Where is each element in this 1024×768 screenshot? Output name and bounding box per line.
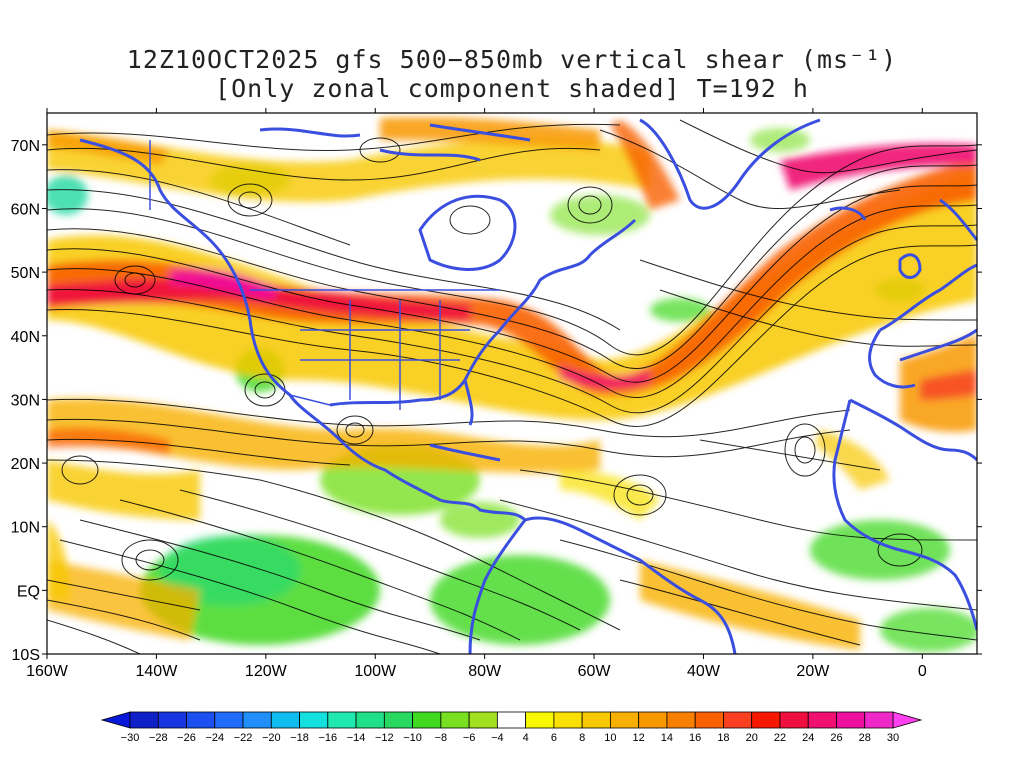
coastlines xyxy=(79,118,977,654)
colorbar-swatch xyxy=(129,711,159,729)
lat-tick-label: 10N xyxy=(11,520,40,537)
colorbar-level-label: 8 xyxy=(579,732,585,744)
colorbar-swatch xyxy=(496,711,527,729)
lat-tick-label: 70N xyxy=(11,138,40,155)
colorbar-swatch xyxy=(214,711,244,729)
colorbar-swatch xyxy=(836,711,866,729)
colorbar-swatch xyxy=(355,711,385,729)
colorbar-level-label: 10 xyxy=(604,732,616,744)
latitude-axis: 70N 60N 50N 40N 30N 20N 10N EQ 10S xyxy=(11,138,982,664)
lon-tick-label: 140W xyxy=(136,663,179,680)
lon-tick-label: 160W xyxy=(26,663,69,680)
colorbar-level-label: −30 xyxy=(121,732,140,744)
colorbar-swatch xyxy=(638,711,668,729)
political-borders xyxy=(149,140,500,410)
lon-tick-label: 80W xyxy=(468,663,502,680)
colorbar-level-label: −28 xyxy=(149,732,168,744)
colorbar-swatch xyxy=(186,711,216,729)
colorbar-swatch xyxy=(468,711,498,729)
colorbar-swatch xyxy=(581,711,611,729)
lon-tick-label: 120W xyxy=(245,663,288,680)
map-title-line2: [Only zonal component shaded] T=192 h xyxy=(215,74,809,103)
colorbar-swatch xyxy=(807,711,837,729)
lat-tick-label: 20N xyxy=(11,456,40,473)
colorbar-swatch xyxy=(610,711,640,729)
colorbar-level-label: −22 xyxy=(234,732,253,744)
lat-tick-label: 60N xyxy=(11,201,40,218)
colorbar-level-label: 12 xyxy=(633,732,645,744)
colorbar-over-arrow xyxy=(892,711,923,729)
colorbar-level-label: −14 xyxy=(347,732,366,744)
colorbar-level-label: 26 xyxy=(830,732,842,744)
colorbar-swatch xyxy=(270,711,300,729)
colorbar-swatch xyxy=(412,711,442,729)
lon-tick-label: 40W xyxy=(687,663,721,680)
lat-tick-label: 10S xyxy=(12,647,40,664)
lon-tick-label: 60W xyxy=(578,663,612,680)
lat-tick-label: EQ xyxy=(17,583,40,600)
colorbar-level-label: −20 xyxy=(262,732,281,744)
lat-tick-label: 30N xyxy=(11,392,40,409)
colorbar-level-label: 16 xyxy=(689,732,701,744)
colorbar-level-label: 20 xyxy=(746,732,758,744)
colorbar: −30 −28 −26 −24 −22 −20 −18 −16 −14 −12 −10 −8 −6 −4 4… xyxy=(100,711,923,744)
colorbar-swatch xyxy=(694,711,724,729)
colorbar-level-label: −16 xyxy=(318,732,337,744)
colorbar-level-label: −8 xyxy=(435,732,448,744)
colorbar-level-label: −26 xyxy=(177,732,196,744)
colorbar-level-label: 28 xyxy=(859,732,871,744)
map-frame xyxy=(46,112,978,655)
colorbar-level-label: 24 xyxy=(802,732,814,744)
colorbar-level-label: 30 xyxy=(887,732,899,744)
colorbar-swatch xyxy=(779,711,809,729)
colorbar-swatch xyxy=(666,711,696,729)
colorbar-level-label: 14 xyxy=(661,732,673,744)
lon-tick-label: 20W xyxy=(796,663,830,680)
longitude-axis: 160W 140W 120W 100W 80W 60W 40W 20W 0 xyxy=(26,108,927,680)
colorbar-swatch xyxy=(242,711,272,729)
lat-tick-label: 40N xyxy=(11,329,40,346)
colorbar-swatch xyxy=(440,711,470,729)
colorbar-level-label: −6 xyxy=(463,732,476,744)
colorbar-swatch xyxy=(751,711,781,729)
colorbar-level-label: 4 xyxy=(523,732,529,744)
colorbar-swatch xyxy=(157,711,187,729)
streamlines xyxy=(47,119,977,654)
colorbar-swatch xyxy=(525,711,555,729)
lat-tick-label: 50N xyxy=(11,265,40,282)
colorbar-level-label: 18 xyxy=(717,732,729,744)
lon-tick-label: 100W xyxy=(354,663,397,680)
colorbar-swatch xyxy=(327,711,357,729)
colorbar-swatch xyxy=(383,711,413,729)
colorbar-level-label: −12 xyxy=(375,732,394,744)
colorbar-under-arrow xyxy=(100,711,131,729)
colorbar-level-label: −10 xyxy=(403,732,422,744)
colorbar-swatch xyxy=(553,711,583,729)
colorbar-level-label: 6 xyxy=(551,732,557,744)
shear-shading xyxy=(47,117,977,654)
colorbar-level-label: 22 xyxy=(774,732,786,744)
colorbar-swatch xyxy=(864,711,894,729)
map-title-line1: 12Z10OCT2025 gfs 500−850mb vertical shea… xyxy=(126,45,898,74)
colorbar-level-label: −24 xyxy=(205,732,224,744)
colorbar-swatch xyxy=(299,711,329,729)
colorbar-level-label: −18 xyxy=(290,732,309,744)
colorbar-level-label: −4 xyxy=(491,732,504,744)
colorbar-swatch xyxy=(723,711,753,729)
circulation-eddies xyxy=(61,137,923,581)
lon-tick-label: 0 xyxy=(918,663,927,680)
